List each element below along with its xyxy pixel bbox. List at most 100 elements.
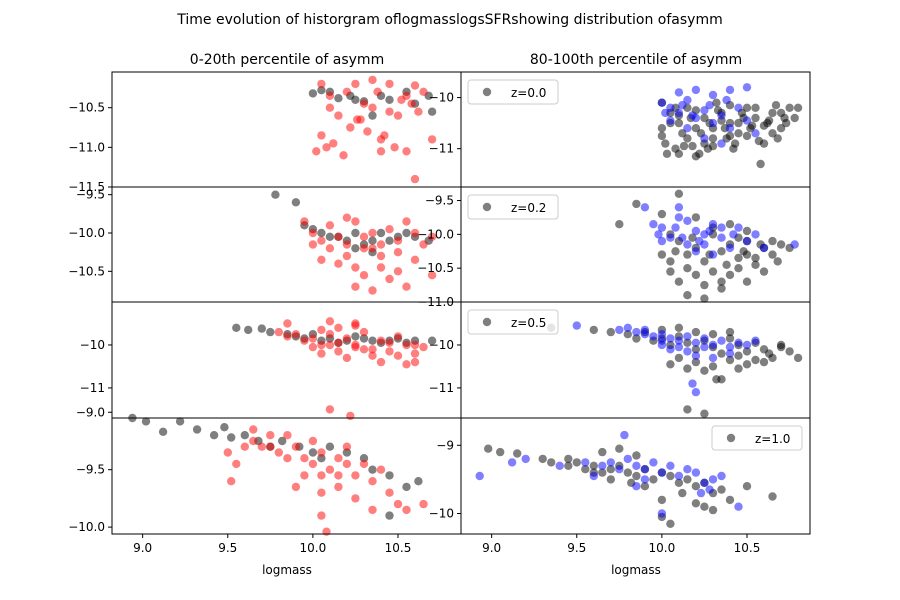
scatter-point-black xyxy=(742,347,752,356)
scatter-point-blue xyxy=(691,226,701,236)
scatter-point-black xyxy=(742,131,752,141)
scatter-point-red xyxy=(385,488,394,497)
scatter-point-black xyxy=(776,108,786,118)
scatter-point-red xyxy=(385,274,394,284)
scatter-point-red xyxy=(342,251,352,261)
scatter-point-blue xyxy=(640,203,650,212)
scatter-point-blue xyxy=(632,461,641,470)
scatter-point-blue xyxy=(717,139,726,148)
scatter-point-red xyxy=(334,259,343,268)
scatter-point-black xyxy=(771,101,781,110)
scatter-point-black xyxy=(708,505,718,515)
scatter-point-red xyxy=(325,340,335,350)
scatter-point-red xyxy=(317,471,326,480)
scatter-point-red xyxy=(427,232,437,241)
scatter-point-red xyxy=(325,91,335,101)
scatter-point-blue xyxy=(683,124,692,133)
scatter-point-black xyxy=(385,236,394,245)
scatter-point-blue xyxy=(666,103,675,113)
scatter-point-blue xyxy=(742,83,752,92)
scatter-point-red xyxy=(325,103,335,112)
y-tick-label: −11 xyxy=(429,381,454,395)
scatter-point-red xyxy=(419,499,428,509)
y-tick-label: −10.0 xyxy=(417,227,454,241)
scatter-point-black xyxy=(683,338,692,347)
scatter-point-red xyxy=(317,340,326,350)
legend-z=0.2: z=0.2 xyxy=(467,194,559,220)
scatter-point-blue xyxy=(725,342,735,352)
scatter-point-black xyxy=(759,267,769,276)
scatter-point-black xyxy=(734,351,743,360)
scatter-point-black xyxy=(773,134,782,143)
scatter-point-blue xyxy=(759,243,769,253)
scatter-point-black xyxy=(683,405,692,414)
scatter-point-blue xyxy=(674,336,684,345)
scatter-point-black xyxy=(691,357,701,367)
scatter-point-blue xyxy=(696,488,706,498)
scatter-point-red xyxy=(283,454,292,463)
scatter-point-red xyxy=(402,147,411,156)
scatter-point-black xyxy=(691,327,701,337)
scatter-point-red xyxy=(402,91,411,101)
scatter-point-blue xyxy=(691,388,701,397)
scatter-point-black xyxy=(192,425,202,434)
scatter-point-red xyxy=(274,448,283,457)
scatter-point-black xyxy=(700,257,709,266)
scatter-point-red xyxy=(351,282,360,291)
scatter-point-blue xyxy=(705,101,714,110)
scatter-point-red xyxy=(410,349,420,358)
scatter-point-black xyxy=(271,190,280,199)
scatter-point-black xyxy=(175,417,185,426)
scatter-point-red xyxy=(368,286,377,295)
scatter-point-black xyxy=(615,220,624,229)
y-tick-label: −10.5 xyxy=(68,101,105,115)
scatter-point-black xyxy=(649,475,658,484)
scatter-point-blue xyxy=(708,475,718,484)
scatter-point-red xyxy=(407,99,416,108)
scatter-point-red xyxy=(317,131,326,140)
scatter-point-red xyxy=(402,282,411,291)
scatter-point-blue xyxy=(790,240,799,249)
x-axis-label-left: logmass xyxy=(262,563,312,577)
x-tick-label: 10.5 xyxy=(385,541,412,555)
scatter-point-black xyxy=(661,139,670,148)
scatter-point-black xyxy=(325,232,335,241)
scatter-point-red xyxy=(402,340,411,350)
scatter-point-black xyxy=(712,98,721,107)
legend-label: z=1.0 xyxy=(755,432,790,446)
panel-row2-left: −10.5 −10.0 −9.5 xyxy=(68,186,462,303)
scatter-point-black xyxy=(776,240,786,249)
scatter-point-black xyxy=(325,442,335,451)
scatter-point-red xyxy=(325,405,335,414)
scatter-point-red xyxy=(393,267,403,276)
scatter-point-black xyxy=(606,475,615,484)
scatter-point-red xyxy=(317,236,326,245)
scatter-point-red xyxy=(410,340,420,350)
scatter-point-black xyxy=(773,257,782,266)
scatter-point-black xyxy=(334,94,343,103)
scatter-point-red xyxy=(334,323,343,332)
scatter-point-black xyxy=(725,334,735,343)
scatter-point-black xyxy=(141,417,151,426)
legend-box xyxy=(711,425,803,451)
scatter-point-black xyxy=(674,118,684,128)
scatter-point-blue xyxy=(683,240,692,249)
scatter-point-red xyxy=(393,236,403,245)
scatter-point-blue xyxy=(632,327,641,337)
scatter-point-black xyxy=(351,228,360,238)
scatter-point-blue xyxy=(683,332,692,341)
scatter-point-blue xyxy=(674,471,684,481)
scatter-point-red xyxy=(393,499,403,509)
x-tick-label: 10.5 xyxy=(734,541,761,555)
scatter-point-black xyxy=(691,213,701,222)
scatter-point-black xyxy=(385,511,394,520)
scatter-point-black xyxy=(768,236,777,246)
scatter-point-black xyxy=(768,492,777,501)
legend-label: z=0.2 xyxy=(511,201,546,215)
scatter-point-black xyxy=(351,95,360,105)
scatter-point-red xyxy=(346,123,355,132)
scatter-point-black xyxy=(700,502,709,511)
scatter-point-red xyxy=(376,147,386,156)
scatter-point-red xyxy=(283,319,292,328)
